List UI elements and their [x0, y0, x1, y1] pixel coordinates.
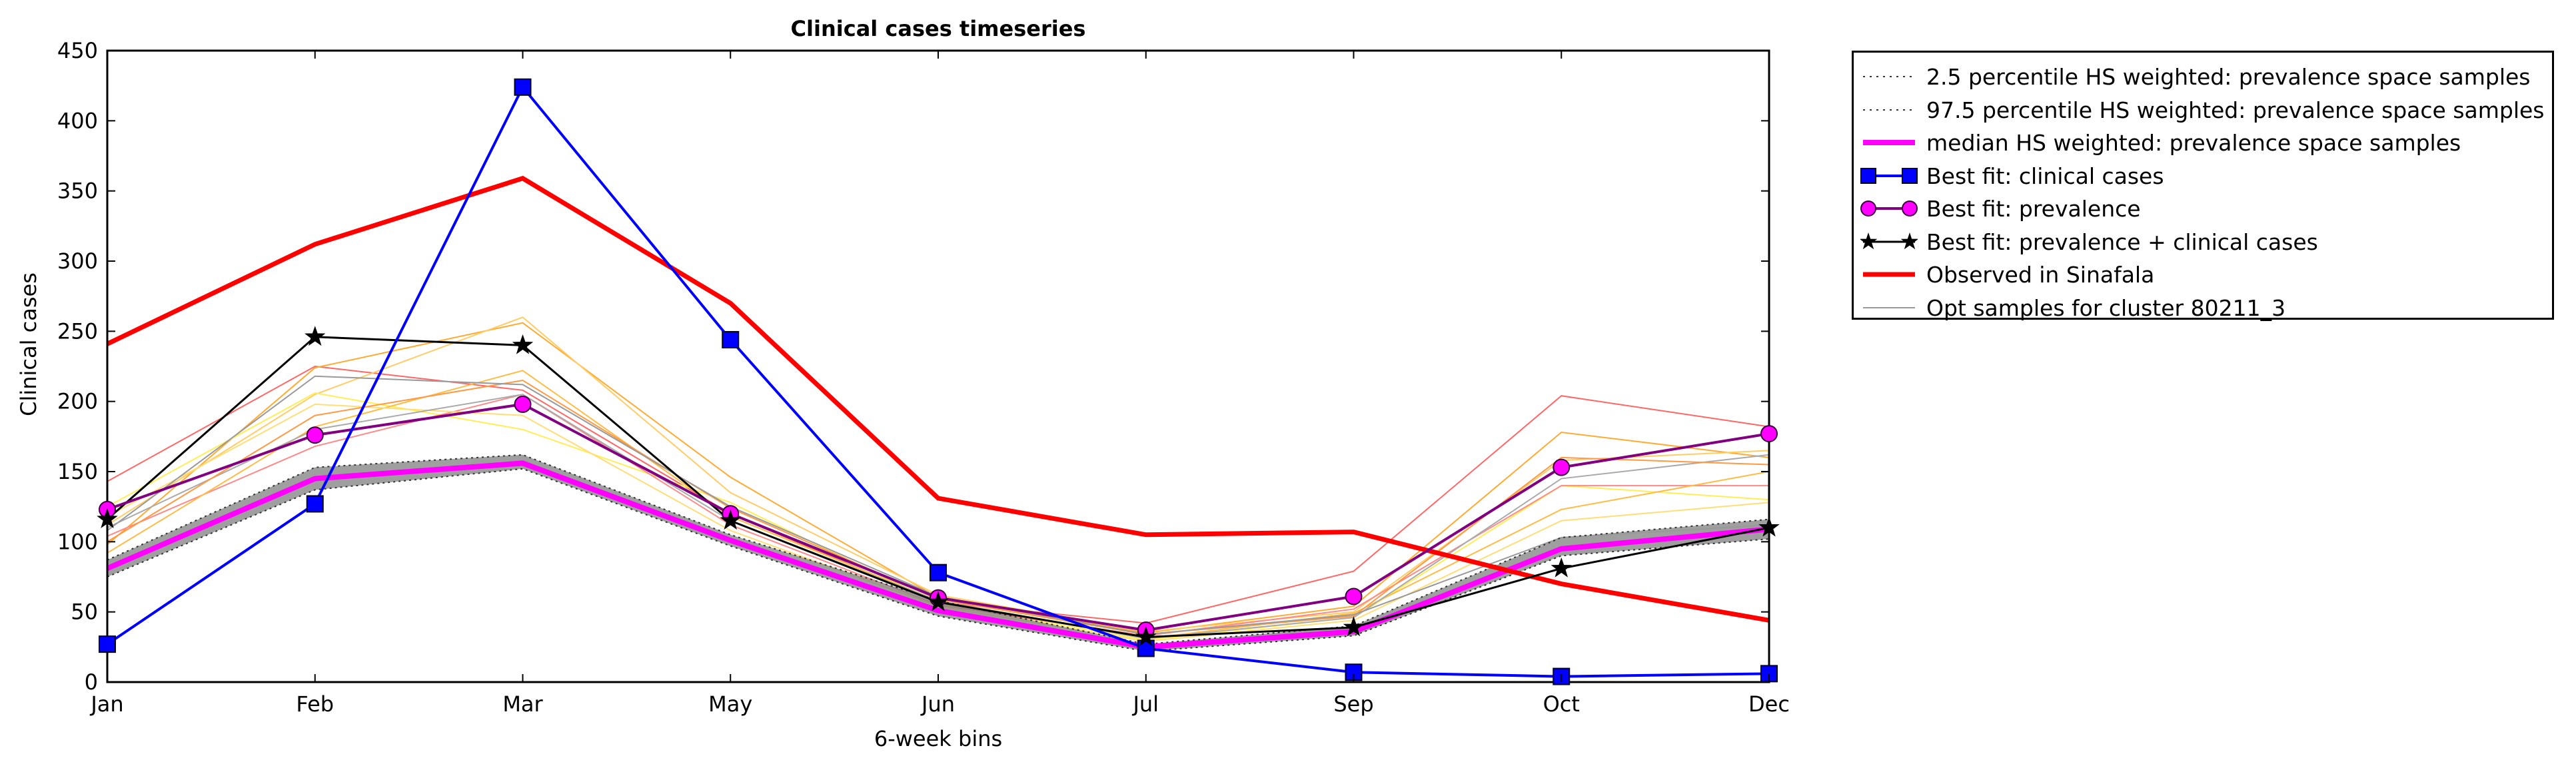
combined-point — [512, 334, 534, 354]
legend-swatch — [1860, 232, 1918, 249]
legend-item: Observed in Sinafala — [1854, 258, 2552, 290]
legend-swatch — [1863, 272, 1915, 277]
clinical-point — [722, 330, 740, 348]
legend-item: 97.5 percentile HS weighted: prevalence … — [1854, 94, 2552, 126]
series-percentile-low — [107, 468, 1769, 652]
combined-point — [1551, 557, 1572, 578]
legend-swatch — [1863, 306, 1915, 308]
legend-item: 2.5 percentile HS weighted: prevalence s… — [1854, 61, 2552, 93]
legend-label: median HS weighted: prevalence space sam… — [1926, 130, 2461, 156]
y-tick-label: 400 — [57, 108, 98, 133]
y-tick-label: 350 — [57, 179, 98, 204]
plot-area — [107, 85, 1769, 678]
y-tick-label: 100 — [57, 529, 98, 554]
combined-point — [1758, 516, 1780, 537]
legend-swatch — [1863, 140, 1915, 145]
clinical-point — [1553, 667, 1571, 685]
clinical-point — [99, 635, 116, 653]
plot-frame — [106, 49, 1770, 683]
legend-item: median HS weighted: prevalence space sam… — [1854, 127, 2552, 159]
legend-swatch — [1860, 200, 1918, 216]
legend-item: Best fit: prevalence — [1854, 193, 2552, 224]
legend-item: Opt samples for cluster 80211_3 — [1854, 292, 2552, 324]
legend-item: Best fit: clinical cases — [1854, 160, 2552, 192]
combined-point — [97, 508, 118, 529]
x-axis-label: 6-week bins — [874, 726, 1002, 751]
prevalence-point — [1345, 587, 1363, 605]
legend-swatch — [1863, 109, 1915, 111]
x-tick-label: Mar — [502, 691, 543, 717]
legend-swatch — [1863, 76, 1915, 77]
x-tick-label: Jun — [920, 691, 955, 717]
legend-label: Observed in Sinafala — [1926, 262, 2155, 288]
legend-label: Best fit: prevalence — [1926, 196, 2141, 222]
legend-label: Best fit: prevalence + clinical cases — [1926, 228, 2318, 255]
combined-point — [305, 326, 326, 346]
prevalence-point — [1553, 458, 1571, 476]
legend-swatch — [1860, 167, 1918, 184]
clinical-point — [930, 564, 947, 581]
combined-point — [1343, 616, 1365, 637]
y-tick-label: 200 — [57, 389, 98, 414]
y-tick-label: 300 — [57, 248, 98, 274]
y-tick-label: 50 — [71, 599, 98, 625]
legend-item: Best fit: prevalence + clinical cases — [1854, 226, 2552, 258]
x-tick-label: May — [708, 691, 752, 717]
y-tick-label: 450 — [57, 38, 98, 63]
prevalence-point — [514, 395, 532, 413]
clinical-point — [306, 495, 324, 513]
clinical-point — [514, 78, 532, 96]
clinical-point — [1137, 639, 1155, 657]
combined-point — [720, 510, 741, 530]
x-tick-label: Feb — [296, 691, 334, 717]
y-axis-label: Clinical cases — [16, 272, 41, 416]
x-tick-label: Jul — [1131, 691, 1159, 717]
legend-label: Best fit: clinical cases — [1926, 163, 2164, 189]
series-median — [107, 460, 1769, 650]
x-tick-label: Oct — [1543, 691, 1580, 717]
chart-title: Clinical cases timeseries — [791, 16, 1086, 41]
y-tick-label: 150 — [57, 459, 98, 484]
legend-label: 2.5 percentile HS weighted: prevalence s… — [1926, 64, 2531, 90]
x-tick-label: Sep — [1333, 691, 1373, 717]
combined-point — [1135, 626, 1157, 646]
legend: 2.5 percentile HS weighted: prevalence s… — [1852, 51, 2554, 321]
y-tick-label: 250 — [57, 318, 98, 344]
x-tick-label: Jan — [89, 691, 123, 717]
legend-label: Opt samples for cluster 80211_3 — [1926, 294, 2286, 321]
legend-label: 97.5 percentile HS weighted: prevalence … — [1926, 97, 2545, 123]
combined-point — [928, 591, 949, 611]
axes: 0 50 100 150 200 250 300 350 400 450 Jan Feb Mar May J… — [57, 38, 1790, 717]
series-observed — [107, 175, 1769, 623]
prevalence-point — [306, 426, 324, 444]
prevalence-point — [1760, 425, 1778, 443]
y-tick-label: 0 — [85, 669, 98, 695]
series-best-fit-clinical — [107, 85, 1769, 678]
x-tick-label: Dec — [1748, 691, 1790, 717]
